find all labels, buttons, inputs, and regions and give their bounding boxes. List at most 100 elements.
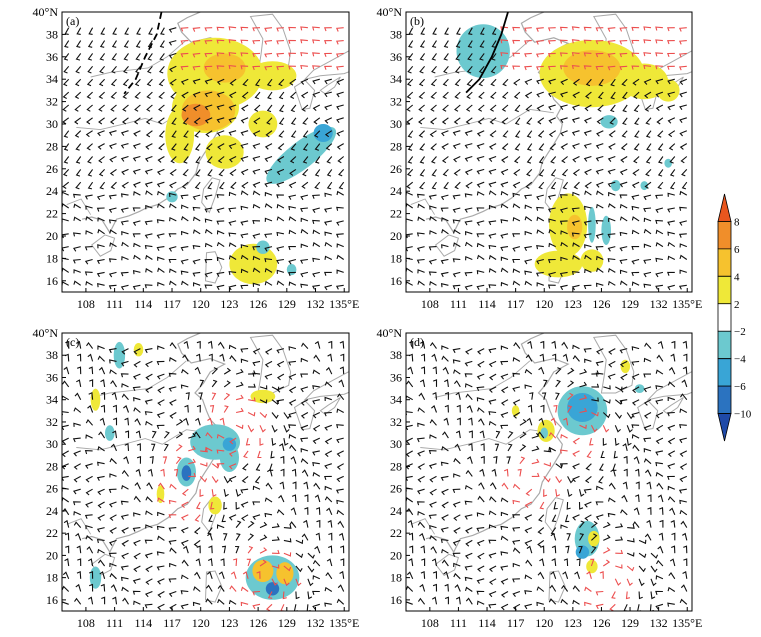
wind-barb [443, 181, 449, 190]
wind-barb [476, 254, 485, 260]
wind-barb [324, 231, 332, 236]
wind-barb [494, 443, 500, 452]
wind-barb [276, 40, 284, 45]
wind-barb [110, 380, 117, 388]
wind-barb [619, 181, 628, 188]
wind-barb [615, 564, 623, 569]
y-tick-label: 32 [46, 95, 58, 109]
wind-barb [479, 27, 485, 35]
wind-barb [443, 571, 449, 579]
wind-barb [572, 242, 580, 248]
wind-barb [430, 104, 437, 112]
wind-barb [503, 468, 509, 477]
wind-barb [619, 280, 628, 286]
wind-barb [464, 130, 473, 136]
wind-barb [288, 65, 296, 70]
wind-barb [478, 78, 485, 87]
wind-barb [440, 207, 449, 212]
wind-barb [655, 194, 663, 199]
wind-barb [608, 191, 616, 197]
wind-barb [548, 218, 556, 223]
wind-barb [586, 450, 592, 459]
wind-barb [204, 194, 213, 200]
coastline-mainland [425, 333, 570, 554]
wind-barb [211, 392, 217, 400]
wind-barb [64, 40, 70, 48]
wind-barb [512, 233, 520, 238]
wind-barb [196, 545, 201, 554]
wind-barb [181, 368, 189, 375]
wind-barb [407, 53, 414, 61]
wind-barb [406, 585, 414, 592]
wind-barb [243, 450, 249, 459]
wind-barb [441, 355, 449, 362]
wind-barb [453, 156, 461, 163]
wind-barb [488, 190, 497, 196]
wind-barb [240, 244, 249, 249]
wind-barb [145, 117, 153, 125]
wind-barb [241, 104, 249, 112]
wind-barb [252, 372, 261, 377]
wind-barb [276, 280, 285, 286]
wind-barb [623, 604, 628, 611]
wind-barb [63, 156, 70, 164]
wind-barb [124, 443, 130, 451]
wind-barb [156, 219, 165, 224]
wind-barb [183, 340, 189, 349]
wind-barb [645, 469, 652, 477]
wind-barb [223, 380, 231, 388]
wind-barb [324, 255, 333, 260]
wind-barb [123, 40, 129, 48]
wind-barb [444, 27, 449, 35]
wind-barb [132, 168, 141, 175]
wind-barb [136, 27, 141, 35]
wind-barb [264, 181, 273, 188]
wind-barb [607, 52, 616, 58]
wind-barb [614, 399, 623, 405]
wind-barb [74, 117, 82, 125]
wind-barb [312, 412, 321, 419]
wind-barb [340, 353, 345, 362]
wind-barb [584, 358, 592, 363]
wind-barb [145, 578, 153, 585]
wind-barb [559, 463, 568, 468]
wind-barb [452, 488, 461, 494]
wind-barb [649, 604, 654, 611]
wind-barb [512, 514, 520, 519]
wind-barb [679, 437, 687, 444]
coastline-island [662, 397, 684, 415]
wind-barb [602, 438, 607, 446]
wind-barb [584, 190, 592, 196]
wind-barb [631, 26, 640, 31]
wind-barb [500, 591, 509, 598]
wind-barb [406, 91, 414, 99]
wind-barb [300, 64, 308, 70]
wind-barb [452, 359, 461, 364]
wind-barb [536, 282, 544, 287]
colorbar-label: 2 [734, 299, 740, 311]
wind-barb [314, 494, 321, 503]
wind-barb [680, 584, 688, 592]
wind-barb [455, 40, 461, 48]
wind-barb [120, 207, 129, 213]
wind-barb [626, 552, 635, 557]
wind-barb [192, 258, 201, 265]
wind-barb [667, 231, 675, 236]
wind-barb [678, 488, 687, 494]
wind-barb [465, 348, 473, 355]
wind-barb [626, 578, 633, 587]
wind-barb [109, 527, 117, 534]
wind-barb [429, 524, 437, 530]
y-tick-label: 34 [46, 393, 58, 407]
wind-barb [512, 216, 521, 222]
wind-barb [679, 91, 687, 98]
wind-barb [452, 258, 461, 263]
wind-barb [583, 155, 592, 162]
wind-barb [535, 40, 544, 45]
wind-barb [180, 539, 189, 547]
wind-barb [627, 538, 635, 543]
wind-barb [157, 117, 165, 125]
coastline-island [303, 371, 349, 401]
wind-barb [431, 53, 437, 61]
wind-barb [670, 545, 676, 554]
